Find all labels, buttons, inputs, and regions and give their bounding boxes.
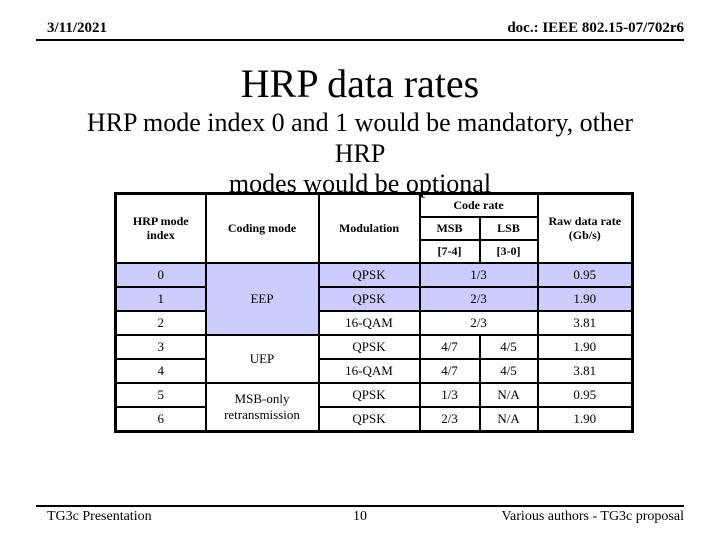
cell-code-rate-lsb: N/A [478, 382, 539, 408]
cell-mode-index: 2 [114, 310, 207, 336]
table-row-mode-4: 4 16-QAM 4/7 4/5 3.81 [114, 358, 634, 384]
table-header-row-1: HRP mode index Coding mode Modulation Co… [114, 192, 634, 264]
table-row-mode-2: 2 16-QAM 2/3 3.81 [114, 310, 634, 336]
header-rule [36, 39, 684, 41]
cell-code-rate: 2/3 [418, 286, 539, 312]
cell-code-rate-msb: 4/7 [418, 358, 481, 384]
cell-code-rate-lsb: N/A [478, 406, 539, 433]
cell-coding-mode-eep: EEP [204, 262, 320, 336]
cell-mode-index: 1 [114, 286, 207, 312]
cell-raw-data-rate: 1.90 [536, 286, 634, 312]
cell-modulation: 16-QAM [317, 310, 421, 336]
cell-modulation: QPSK [317, 406, 421, 433]
subtitle-line-1: HRP mode index 0 and 1 would be mandator… [86, 108, 634, 168]
table-row-mode-5: 5 MSB-only retransmission QPSK 1/3 N/A 0… [114, 382, 634, 433]
table-row-mode-3: 3 UEP QPSK 4/7 4/5 1.90 [114, 334, 634, 384]
col-header-lsb-bits: [3-0] [478, 239, 539, 264]
header-doc-number: doc.: IEEE 802.15-07/702r6 [507, 20, 684, 36]
cell-mode-index: 4 [114, 358, 207, 384]
col-header-msb: MSB [418, 216, 481, 241]
cell-coding-mode-uep: UEP [204, 334, 320, 384]
footer-authors-label: Various authors - TG3c proposal [501, 509, 685, 524]
cell-code-rate-lsb: 4/5 [478, 358, 539, 384]
cell-code-rate: 1/3 [418, 262, 539, 288]
cell-coding-mode-msb-only: MSB-only retransmission [204, 382, 320, 433]
cell-modulation: QPSK [317, 286, 421, 312]
cell-code-rate-msb: 1/3 [418, 382, 481, 408]
cell-modulation: 16-QAM [317, 358, 421, 384]
cell-code-rate-msb: 2/3 [418, 406, 481, 433]
cell-code-rate: 2/3 [418, 310, 539, 336]
cell-raw-data-rate: 1.90 [536, 334, 634, 360]
table-header-row-2: MSB LSB [116, 216, 633, 241]
cell-raw-data-rate: 3.81 [536, 358, 634, 384]
hrp-data-rates-table: HRP mode index Coding mode Modulation Co… [114, 192, 635, 433]
cell-mode-index: 0 [114, 262, 207, 288]
slide-title: HRP data rates [240, 61, 480, 106]
cell-mode-index: 6 [114, 406, 207, 433]
table-row-mode-6: 6 QPSK 2/3 N/A 1.90 [114, 406, 634, 433]
table-row-mode-1: 1 QPSK 2/3 1.90 [114, 286, 634, 312]
col-header-coding-mode: Coding mode [204, 192, 320, 264]
header-date: 3/11/2021 [47, 20, 108, 36]
cell-code-rate-msb: 4/7 [418, 334, 481, 360]
cell-modulation: QPSK [317, 262, 421, 288]
cell-modulation: QPSK [317, 334, 421, 360]
footer-presentation-label: TG3c Presentation [47, 509, 152, 524]
cell-mode-index: 3 [114, 334, 207, 360]
col-header-msb-bits: [7-4] [418, 239, 481, 264]
col-header-raw-data-rate: Raw data rate (Gb/s) [536, 192, 634, 264]
footer-rule [36, 505, 684, 507]
footer-page-number: 10 [353, 509, 367, 524]
cell-mode-index: 5 [114, 382, 207, 408]
table-header-row-3: [7-4] [3-0] [116, 239, 633, 264]
cell-raw-data-rate: 3.81 [536, 310, 634, 336]
table-row-mode-0: 0 EEP QPSK 1/3 0.95 [114, 262, 634, 336]
slide-subtitle: HRP mode index 0 and 1 would be mandator… [60, 108, 660, 200]
cell-raw-data-rate: 0.95 [536, 382, 634, 408]
cell-modulation: QPSK [317, 382, 421, 408]
col-header-modulation: Modulation [317, 192, 421, 264]
cell-raw-data-rate: 0.95 [536, 262, 634, 288]
cell-code-rate-lsb: 4/5 [478, 334, 539, 360]
col-header-code-rate: Code rate [418, 192, 539, 218]
cell-raw-data-rate: 1.90 [536, 406, 634, 433]
col-header-hrp-mode-index: HRP mode index [114, 192, 207, 264]
col-header-lsb: LSB [478, 216, 539, 241]
